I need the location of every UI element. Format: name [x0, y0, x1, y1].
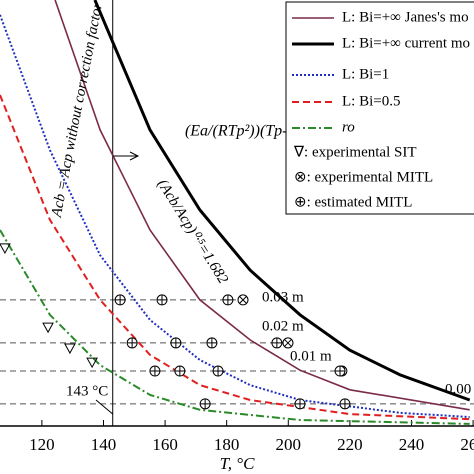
marker — [64, 343, 76, 355]
marker-cross — [157, 294, 168, 305]
vline-pointer — [95, 399, 114, 415]
marker-cross — [115, 294, 126, 305]
x-tick-label: 220 — [337, 435, 363, 454]
marker-cross — [174, 366, 185, 377]
marker — [0, 243, 11, 254]
marker-cross — [271, 337, 282, 348]
series-line — [54, 0, 470, 411]
marker-cross — [294, 398, 305, 409]
marker-cross — [213, 366, 224, 377]
legend-label: ∇: experimental SIT — [293, 144, 417, 160]
marker-cross — [239, 296, 247, 304]
marker-cross — [149, 366, 160, 377]
marker-cross — [339, 398, 350, 409]
marker-cross — [170, 337, 181, 348]
marker-cross — [127, 337, 138, 348]
marker — [86, 357, 98, 369]
x-tick-label: 140 — [91, 435, 117, 454]
marker-cross — [206, 337, 217, 348]
x-tick-label: 240 — [399, 435, 425, 454]
series-line — [0, 14, 470, 419]
marker-cross — [222, 294, 233, 305]
x-axis-title: T, °C — [220, 454, 255, 473]
x-tick-label: 200 — [276, 435, 302, 454]
legend-label: ro — [342, 119, 355, 135]
x-tick-label: 180 — [214, 435, 240, 454]
x-tick-label: 260 — [460, 435, 474, 454]
marker-cross — [200, 398, 211, 409]
legend-label: L: Bi=1 — [342, 66, 389, 82]
x-tick-label: 120 — [29, 435, 55, 454]
marker — [42, 322, 54, 334]
annotation-arrow — [112, 151, 140, 161]
legend-box — [285, 1, 474, 215]
series-line — [93, 0, 471, 402]
level-label: 0.02 m — [262, 318, 304, 334]
marker-cross — [284, 339, 292, 347]
legend-label: ⊗: experimental MITL — [294, 169, 433, 185]
legend-label: L: Bi=0.5 — [342, 93, 400, 109]
level-label: 0.01 m — [290, 348, 332, 364]
marker-cross — [335, 366, 346, 377]
annotation: Acb = Acp without correction factor — [49, 1, 107, 219]
vline-label: 143 °C — [66, 383, 108, 399]
series-line — [0, 229, 470, 425]
legend-label: ⊕: estimated MITL — [294, 194, 412, 210]
x-tick-label: 160 — [152, 435, 178, 454]
level-label: 0.03 m — [262, 289, 304, 305]
legend-label: L: Bi=+∞ Janes's mo — [342, 9, 469, 25]
legend-label: L: Bi=+∞ current mo — [342, 35, 470, 51]
